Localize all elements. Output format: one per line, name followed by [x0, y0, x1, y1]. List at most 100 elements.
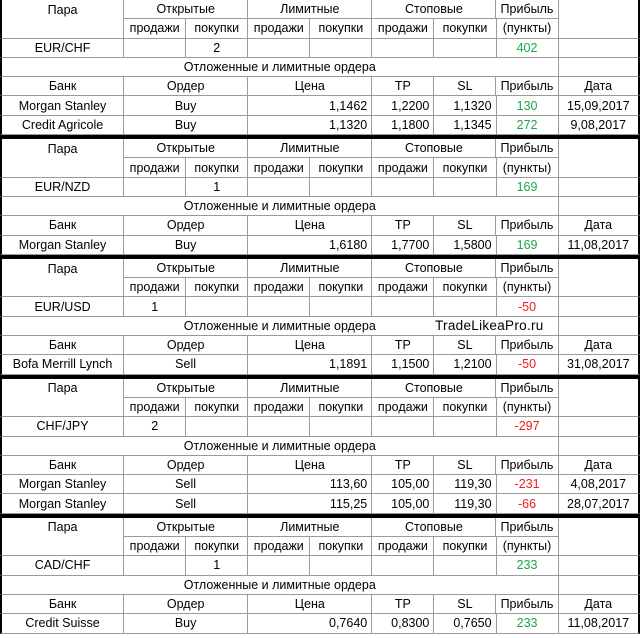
sell-subheader: продажи [248, 278, 311, 298]
order-profit: -231 [496, 475, 559, 495]
buy-subheader: покупки [310, 397, 373, 418]
profit-header: Прибыль [496, 216, 559, 236]
order-row: Morgan Stanley Buy 1,1462 1,2200 1,1320 130 15… [0, 96, 640, 116]
block-header-row: Пара Открытые Лимитные Стоповые Прибыль [0, 378, 640, 398]
order-price: 1,6180 [248, 235, 373, 255]
order-price: 1,1891 [248, 355, 373, 375]
order-profit: 272 [496, 115, 559, 136]
pair-data-row: CAD/CHF 1 233 [0, 556, 640, 576]
sl-header: SL [434, 77, 497, 97]
empty-cell [434, 556, 497, 576]
empty-cell [372, 556, 435, 576]
pair-header: Пара [0, 139, 125, 159]
pending-title-row: Отложенные и лимитные ордера [0, 575, 640, 595]
order-side: Sell [124, 475, 249, 495]
price-header: Цена [248, 336, 373, 356]
points-subheader: (пункты) [496, 278, 559, 298]
pair-header: Пара [0, 378, 125, 398]
empty-cell [0, 278, 125, 298]
order-row: Bofa Merrill Lynch Sell 1,1891 1,1500 1,2100… [0, 355, 640, 375]
pair-name: EUR/CHF [0, 38, 125, 58]
order-tp: 1,1800 [372, 115, 435, 136]
empty-cell [310, 38, 373, 58]
order-date: 4,08,2017 [558, 475, 640, 495]
sl-header: SL [434, 594, 497, 615]
empty-cell [558, 537, 640, 557]
tp-header: TP [372, 594, 435, 615]
sl-header: SL [434, 455, 497, 476]
bank-header: Банк [0, 216, 125, 236]
date-header: Дата [558, 455, 640, 476]
pair-header: Пара [0, 0, 125, 20]
empty-cell [558, 38, 640, 58]
empty-cell [559, 258, 640, 279]
sell-subheader: продажи [372, 278, 435, 298]
buy-subheader: покупки [186, 158, 249, 178]
stop-header: Стоповые [372, 0, 497, 20]
empty-cell [559, 0, 640, 20]
order-sl: 1,1320 [434, 96, 497, 116]
tp-header: TP [372, 77, 435, 97]
buy-subheader: покупки [310, 278, 373, 298]
empty-cell [558, 177, 640, 197]
pending-title: Отложенные и лимитные ордера [0, 196, 559, 217]
open-sell-count [124, 556, 187, 576]
block-subheader-row: продажи покупки продажи покупки продажи покуп… [0, 19, 640, 39]
buy-subheader: покупки [310, 537, 373, 557]
buy-subheader: покупки [434, 537, 497, 557]
block-separator [0, 374, 640, 379]
empty-cell [558, 575, 640, 595]
block-separator [0, 135, 640, 140]
bank-name: Morgan Stanley [0, 475, 125, 495]
order-side: Buy [124, 96, 249, 116]
order-price: 0,7640 [248, 614, 373, 634]
empty-cell [434, 177, 497, 197]
pair-header: Пара [0, 517, 125, 538]
buy-subheader: покупки [310, 19, 373, 39]
sl-header: SL [434, 216, 497, 236]
profit-header: Прибыль [496, 258, 559, 279]
profit-header: Прибыль [496, 378, 559, 398]
order-price: 1,1462 [248, 96, 373, 116]
empty-cell [558, 196, 640, 217]
order-profit: 130 [496, 96, 559, 116]
pair-block: Пара Открытые Лимитные Стоповые Прибыль прода… [0, 0, 640, 136]
empty-cell [558, 297, 640, 317]
open-header: Открытые [124, 258, 249, 279]
points-subheader: (пункты) [496, 397, 559, 418]
block-subheader-row: продажи покупки продажи покупки продажи покуп… [0, 397, 640, 418]
open-header: Открытые [124, 378, 249, 398]
order-tp: 105,00 [372, 475, 435, 495]
order-profit: -66 [496, 494, 559, 514]
empty-cell [558, 57, 640, 78]
pair-block: Пара Открытые Лимитные Стоповые Прибыль прода… [0, 139, 640, 255]
bank-name: Bofa Merrill Lynch [0, 355, 125, 375]
empty-cell [434, 417, 497, 437]
empty-cell [0, 397, 125, 418]
block-subheader-row: продажи покупки продажи покупки продажи покуп… [0, 158, 640, 178]
sell-subheader: продажи [372, 397, 435, 418]
order-date: 11,08,2017 [558, 614, 640, 634]
pair-name: EUR/NZD [0, 177, 125, 197]
bank-header: Банк [0, 594, 125, 615]
order-tp: 1,2200 [372, 96, 435, 116]
order-tp: 105,00 [372, 494, 435, 514]
block-separator [0, 513, 640, 518]
order-date: 9,08,2017 [558, 115, 640, 136]
empty-cell [310, 297, 373, 317]
order-side: Buy [124, 614, 249, 634]
stop-header: Стоповые [372, 139, 497, 159]
sell-subheader: продажи [248, 19, 311, 39]
open-header: Открытые [124, 517, 249, 538]
order-profit: 169 [496, 235, 559, 255]
empty-cell [559, 517, 640, 538]
sell-subheader: продажи [124, 397, 187, 418]
bank-name: Morgan Stanley [0, 235, 125, 255]
pair-name: CAD/CHF [0, 556, 125, 576]
pair-data-row: EUR/CHF 2 402 [0, 38, 640, 58]
pair-profit: 233 [496, 556, 559, 576]
open-header: Открытые [124, 139, 249, 159]
order-side: Sell [124, 355, 249, 375]
profit-header: Прибыль [496, 455, 559, 476]
order-row: Credit Agricole Buy 1,1320 1,1800 1,1345 272 9… [0, 115, 640, 136]
